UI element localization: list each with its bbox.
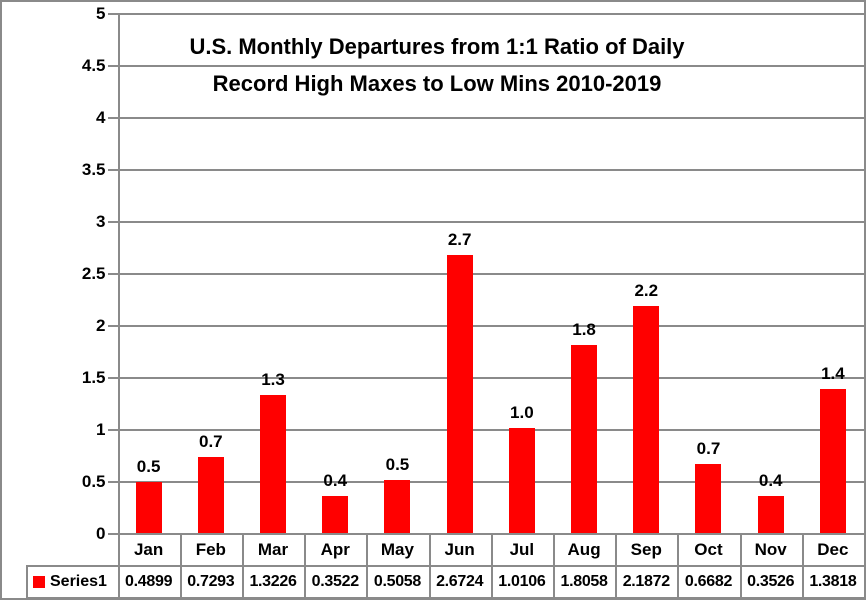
bar-sep bbox=[633, 305, 660, 533]
table-left-border bbox=[26, 565, 28, 598]
month-label-jan: Jan bbox=[133, 540, 164, 559]
y-axis-tick-label: 3 bbox=[96, 212, 106, 231]
bar-value-label: 0.5 bbox=[385, 455, 410, 475]
bar-apr bbox=[322, 496, 349, 533]
chart-title-line-2: Record High Maxes to Low Mins 2010-2019 bbox=[212, 71, 662, 96]
y-gridline bbox=[117, 117, 864, 119]
bar-value-label: 1.0 bbox=[510, 402, 534, 422]
y-axis-line bbox=[117, 13, 120, 597]
month-label-sep: Sep bbox=[630, 540, 662, 559]
y-gridline bbox=[117, 481, 864, 483]
month-label-may: May bbox=[380, 540, 414, 559]
bar-value-label: 2.2 bbox=[634, 280, 659, 300]
y-axis-tick bbox=[107, 273, 118, 275]
y-axis-tick bbox=[107, 117, 118, 119]
bar-nov bbox=[757, 496, 784, 533]
y-gridline bbox=[117, 429, 864, 431]
y-axis-tick-label: 1.5 bbox=[81, 368, 106, 387]
table-value-feb: 0.7293 bbox=[187, 573, 235, 590]
y-axis-tick-label: 4 bbox=[96, 108, 106, 127]
y-axis-tick-label: 2 bbox=[96, 316, 106, 335]
bar-value-label: 0.7 bbox=[198, 432, 223, 452]
y-gridline bbox=[117, 13, 864, 15]
month-label-apr: Apr bbox=[320, 540, 350, 559]
y-axis-tick-label: 0 bbox=[96, 524, 106, 543]
bar-value-label: 1.8 bbox=[572, 320, 596, 340]
month-label-dec: Dec bbox=[817, 540, 849, 559]
chart-title: U.S. Monthly Departures from 1:1 Ratio o… bbox=[102, 28, 772, 102]
y-axis-tick-label: 1 bbox=[96, 420, 106, 439]
table-value-dec: 1.3818 bbox=[809, 573, 857, 590]
y-axis-tick-label: 3.5 bbox=[81, 160, 106, 179]
bar-jul bbox=[508, 427, 535, 533]
month-label-nov: Nov bbox=[754, 540, 787, 559]
bar-feb bbox=[197, 457, 224, 533]
table-value-aug: 1.8058 bbox=[560, 573, 608, 590]
y-gridline bbox=[117, 221, 864, 223]
bar-value-label: 0.4 bbox=[323, 471, 348, 491]
y-axis-tick bbox=[107, 325, 118, 327]
y-axis-tick bbox=[107, 221, 118, 223]
table-value-apr: 0.3522 bbox=[311, 573, 359, 590]
bar-value-label: 0.7 bbox=[696, 438, 721, 458]
y-axis-tick bbox=[107, 169, 118, 171]
y-axis-tick bbox=[107, 65, 118, 67]
bar-value-label: 1.4 bbox=[821, 364, 845, 384]
table-value-mar: 1.3226 bbox=[249, 573, 297, 590]
month-label-jun: Jun bbox=[444, 540, 475, 559]
y-gridline bbox=[117, 325, 864, 327]
series-legend-swatch-icon bbox=[33, 576, 45, 588]
bar-mar bbox=[260, 395, 287, 533]
series-legend-label: Series1 bbox=[50, 573, 107, 590]
table-value-sep: 2.1872 bbox=[622, 573, 670, 590]
bar-value-label: 0.5 bbox=[136, 457, 161, 477]
month-label-feb: Feb bbox=[195, 540, 226, 559]
bar-oct bbox=[695, 463, 722, 533]
y-axis-tick bbox=[107, 481, 118, 483]
table-value-may: 0.5058 bbox=[373, 573, 421, 590]
bar-value-label: 0.4 bbox=[758, 471, 783, 491]
table-bottom-border bbox=[26, 597, 864, 598]
month-label-oct: Oct bbox=[694, 540, 723, 559]
table-value-oct: 0.6682 bbox=[684, 573, 733, 590]
y-axis-tick-label: 4.5 bbox=[81, 56, 106, 75]
y-axis-tick bbox=[107, 13, 118, 15]
table-value-jul: 1.0106 bbox=[498, 573, 546, 590]
y-gridline bbox=[117, 169, 864, 171]
table-value-nov: 0.3526 bbox=[747, 573, 795, 590]
bar-value-label: 1.3 bbox=[261, 370, 285, 390]
bar-jan bbox=[135, 482, 162, 533]
x-axis-line bbox=[107, 533, 864, 535]
series-legend-cell: Series1 bbox=[33, 567, 118, 597]
month-label-mar: Mar bbox=[257, 540, 289, 559]
table-value-jun: 2.6724 bbox=[436, 573, 484, 590]
y-axis-tick bbox=[107, 429, 118, 431]
bar-value-label: 2.7 bbox=[447, 230, 472, 250]
bar-may bbox=[384, 480, 411, 533]
month-label-jul: Jul bbox=[509, 540, 535, 559]
y-gridline bbox=[117, 377, 864, 379]
y-gridline bbox=[117, 65, 864, 67]
month-label-aug: Aug bbox=[567, 540, 601, 559]
chart-title-line-1: U.S. Monthly Departures from 1:1 Ratio o… bbox=[189, 34, 685, 59]
y-axis-tick-label: 0.5 bbox=[81, 472, 106, 491]
y-axis-tick-label: 5 bbox=[96, 4, 106, 23]
bar-jun bbox=[446, 255, 473, 533]
y-axis-tick bbox=[107, 377, 118, 379]
bar-aug bbox=[571, 345, 598, 533]
table-row-separator bbox=[26, 565, 864, 567]
y-axis-tick-label: 2.5 bbox=[81, 264, 106, 283]
bar-dec bbox=[819, 389, 846, 533]
y-gridline bbox=[117, 273, 864, 275]
table-value-jan: 0.4899 bbox=[125, 573, 173, 590]
